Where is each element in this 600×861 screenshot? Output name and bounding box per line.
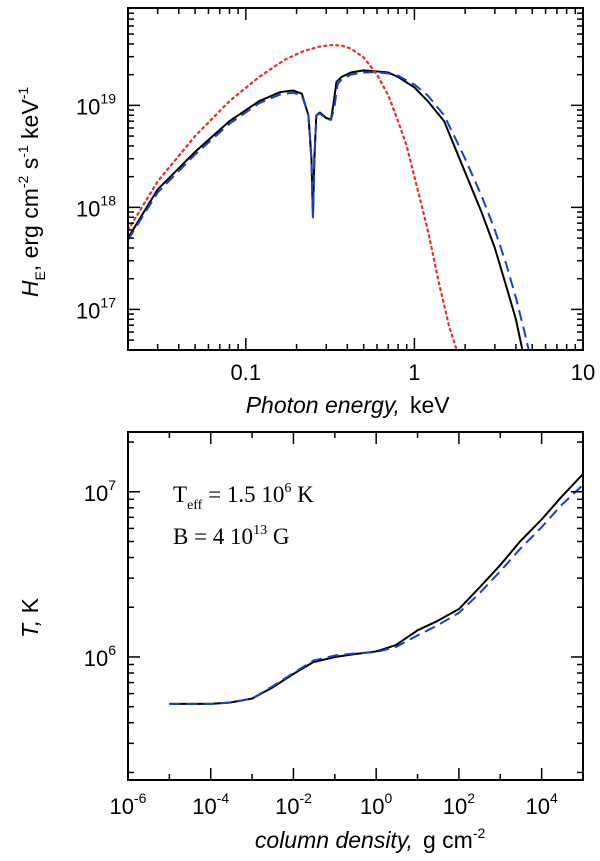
temperature-x-tick-label-exp: -2	[299, 790, 312, 806]
temperature-y-tick-label-exp: 6	[108, 642, 116, 658]
temperature-x-tick-label: 10-4	[192, 790, 229, 819]
spectrum-y-axis-label: HE, erg cm-2 s-1 keV-1	[15, 87, 48, 298]
temperature-y-symbol: T,	[17, 620, 43, 638]
teff-mid: = 1.5 10	[202, 482, 284, 507]
spectrum-x-axis-unit: keV	[410, 392, 450, 418]
b-tail: G	[267, 524, 289, 549]
spectrum-series-2	[128, 43, 458, 350]
spectrum-y-tick-label-base: 10	[76, 298, 100, 323]
spectrum-y-symbol: H	[17, 280, 43, 297]
spectrum-series-group	[128, 43, 530, 350]
temperature-annotation-teff: Teff = 1.5 106 K	[173, 481, 314, 513]
temperature-series-0	[169, 473, 583, 705]
temperature-x-tick-label-exp: 4	[550, 790, 558, 806]
spectrum-series-1	[128, 71, 530, 350]
spectrum-y-tick-label: 1019	[76, 90, 116, 119]
spectrum-x-axis-label: Photon energy,	[246, 392, 400, 418]
spectrum-y-unit-1: erg cm	[17, 188, 43, 258]
temperature-x-unit-2: -2	[473, 825, 486, 841]
temperature-series-1	[169, 484, 583, 705]
temperature-x-tick-label-base: 10	[275, 794, 299, 819]
temperature-x-tick-label: 10-6	[110, 790, 147, 819]
spectrum-y-tick-label-exp: 19	[100, 90, 116, 106]
temperature-y-axis-label: T, K	[17, 597, 43, 638]
spectrum-y-tick-label-exp: 18	[100, 192, 116, 208]
spectrum-series-0	[128, 69, 524, 350]
temperature-y-tick-label-exp: 7	[108, 477, 116, 493]
temperature-x-tick-label-exp: 2	[467, 790, 475, 806]
spectrum-y-tick-label-base: 10	[76, 94, 100, 119]
temperature-x-tick-label: 104	[525, 790, 557, 819]
teff-base: T	[173, 482, 187, 507]
spectrum-y-subscript: E	[32, 271, 48, 280]
spectrum-y-unit-3: s	[17, 158, 43, 176]
spectrum-y-comma: ,	[17, 258, 43, 271]
temperature-x-tick-label: 102	[443, 790, 475, 819]
temperature-series-group	[169, 473, 583, 705]
spectrum-y-tick-label-exp: 17	[100, 294, 116, 310]
spectrum-y-tick-label: 1018	[76, 192, 116, 221]
temperature-x-unit-1: g cm	[423, 827, 473, 853]
temperature-plot-frame	[127, 431, 584, 781]
temperature-x-tick-label: 10-2	[275, 790, 312, 819]
temperature-y-tick-label-base: 10	[84, 646, 108, 671]
spectrum-x-tick-label: 0.1	[231, 360, 262, 385]
spectrum-y-unit-6: -1	[15, 87, 31, 100]
spectrum-y-unit-4: -1	[15, 145, 31, 158]
spectrum-x-tick-label-base: 1	[408, 360, 420, 385]
temperature-x-tick-label-base: 10	[525, 794, 549, 819]
temperature-y-tick-label: 106	[84, 642, 116, 671]
temperature-x-tick-label-base: 10	[110, 794, 134, 819]
temperature-x-tick-label: 100	[360, 790, 392, 819]
b-sup: 13	[253, 523, 267, 538]
temperature-x-tick-label-exp: -6	[134, 790, 147, 806]
temperature-y-tick-label-base: 10	[84, 481, 108, 506]
temperature-annotation-b: B = 4 1013 G	[173, 523, 289, 549]
spectrum-plot-frame	[127, 7, 584, 351]
spectrum-y-tick-label: 1017	[76, 294, 116, 323]
spectrum-y-unit-5: keV	[17, 99, 43, 146]
spectrum-x-tick-label-base: 0.1	[231, 360, 262, 385]
spectrum-y-tick-label-base: 10	[76, 196, 100, 221]
temperature-x-tick-label-base: 10	[192, 794, 216, 819]
temperature-x-tick-label-base: 10	[360, 794, 384, 819]
temperature-x-axis-label: column density,	[255, 827, 413, 853]
temperature-x-tick-label-exp: 0	[385, 790, 393, 806]
spectrum-x-tick-label: 10	[571, 360, 595, 385]
temperature-x-axis-unit: g cm-2	[423, 825, 486, 853]
teff-tail: K	[291, 482, 314, 507]
spectrum-x-tick-label: 1	[408, 360, 420, 385]
teff-sub: eff	[187, 498, 203, 513]
teff-sup: 6	[284, 481, 291, 496]
temperature-x-tick-label-exp: -4	[217, 790, 230, 806]
spectrum-y-unit-2: -2	[15, 175, 31, 188]
temperature-x-tick-label-base: 10	[443, 794, 467, 819]
spectrum-x-tick-label-base: 10	[571, 360, 595, 385]
temperature-y-tick-label: 107	[84, 477, 116, 506]
b-base: B = 4 10	[173, 524, 253, 549]
temperature-y-unit: K	[17, 597, 43, 613]
